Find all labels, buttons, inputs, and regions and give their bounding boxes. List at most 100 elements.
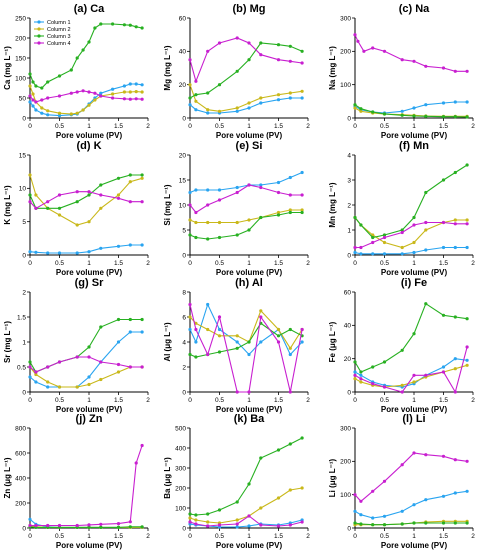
data-point xyxy=(46,365,50,369)
data-point xyxy=(40,106,44,110)
data-point xyxy=(400,348,404,352)
x-tick-label: 1.5 xyxy=(114,123,123,130)
data-point xyxy=(40,86,44,90)
chart-title: (a) Ca xyxy=(74,3,105,15)
series-group xyxy=(188,183,304,215)
data-point xyxy=(400,58,404,62)
data-point xyxy=(116,362,121,367)
x-tick-label: 0.5 xyxy=(215,123,224,130)
data-point xyxy=(206,512,210,516)
data-point xyxy=(99,360,103,364)
data-point xyxy=(188,190,192,195)
data-point xyxy=(288,59,292,63)
x-tick-label: 0 xyxy=(353,397,357,404)
series-group xyxy=(353,103,469,119)
chart-panel: (h) Al 0 2 4 6 8 0 0.5 1 1.5 2 Pore volume (PV) Al (… xyxy=(163,277,310,414)
data-point xyxy=(128,330,132,334)
legend-label: Column 2 xyxy=(47,27,71,33)
series-line xyxy=(29,318,143,373)
y-tick-label: 20 xyxy=(344,356,352,363)
data-point xyxy=(57,94,62,98)
data-point xyxy=(465,358,469,362)
series-line xyxy=(189,42,303,99)
data-point xyxy=(300,96,304,100)
data-point xyxy=(235,525,239,529)
data-point xyxy=(465,100,469,104)
y-tick-label: 400 xyxy=(15,475,26,482)
data-point xyxy=(400,228,404,232)
data-point xyxy=(412,114,416,118)
data-point xyxy=(217,350,222,354)
series-line xyxy=(354,490,468,519)
data-point xyxy=(99,22,103,26)
data-point xyxy=(75,223,79,227)
series-line xyxy=(354,452,468,503)
data-point xyxy=(371,489,375,493)
data-point xyxy=(235,518,239,522)
data-point xyxy=(140,200,144,204)
series-line xyxy=(30,445,143,527)
data-point xyxy=(382,112,387,116)
data-point xyxy=(276,98,281,102)
y-tick-label: 20 xyxy=(179,152,187,159)
series-line xyxy=(189,84,303,112)
x-tick-label: 1 xyxy=(87,260,91,267)
y-tick-label: 60 xyxy=(344,289,352,296)
data-point xyxy=(400,113,404,117)
series-line xyxy=(29,356,143,373)
data-point xyxy=(87,525,91,530)
series-group xyxy=(353,302,469,374)
y-tick-label: 100 xyxy=(340,492,351,499)
data-point xyxy=(465,163,469,167)
data-point xyxy=(134,97,138,101)
data-point xyxy=(235,190,239,195)
data-point xyxy=(188,302,192,307)
data-point xyxy=(288,96,292,100)
data-point xyxy=(128,317,132,322)
data-point xyxy=(371,523,375,527)
data-point xyxy=(128,82,132,86)
y-tick-label: 100 xyxy=(175,505,186,512)
x-tick-label: 2 xyxy=(146,533,150,540)
series-line xyxy=(189,37,303,84)
series-group xyxy=(188,208,304,225)
data-point xyxy=(465,489,469,493)
x-tick-label: 0 xyxy=(353,123,357,130)
x-axis-label: Pore volume (PV) xyxy=(56,405,123,414)
series-line xyxy=(29,191,143,209)
chart-panel: (g) Sr 0 0.5 1 1.5 2 0 0.5 1 1.5 2 Pore volume (PV)… xyxy=(3,277,150,414)
data-point xyxy=(87,345,91,349)
chart-title: (k) Ba xyxy=(234,413,265,425)
y-tick-label: 0 xyxy=(22,389,26,396)
series-line xyxy=(29,366,143,388)
data-point xyxy=(247,58,251,62)
data-point xyxy=(206,220,210,225)
data-point xyxy=(259,456,263,460)
chart-panel: (b) Mg 0 20 40 60 0 0.5 1 1.5 2 Pore volume (PV) Mg… xyxy=(163,3,310,140)
data-point xyxy=(412,332,416,336)
data-point xyxy=(353,106,357,110)
data-point xyxy=(28,360,32,364)
data-point xyxy=(453,458,457,462)
data-point xyxy=(194,327,198,332)
data-point xyxy=(424,228,428,232)
x-tick-label: 0 xyxy=(28,397,32,404)
data-point xyxy=(441,313,446,317)
data-point xyxy=(441,220,446,225)
data-point xyxy=(288,390,292,394)
data-point xyxy=(259,183,263,187)
data-point xyxy=(356,39,360,43)
data-point xyxy=(99,193,103,197)
data-point xyxy=(300,89,304,93)
data-point xyxy=(194,108,198,112)
chart-title: (h) Al xyxy=(235,277,263,289)
data-point xyxy=(235,233,239,237)
data-point xyxy=(75,355,79,359)
data-point xyxy=(116,244,121,248)
data-point xyxy=(34,372,38,377)
y-tick-label: 10 xyxy=(19,186,27,193)
data-point xyxy=(128,180,132,184)
data-point xyxy=(194,522,198,526)
data-point xyxy=(276,43,281,47)
x-axis-label: Pore volume (PV) xyxy=(216,268,283,277)
